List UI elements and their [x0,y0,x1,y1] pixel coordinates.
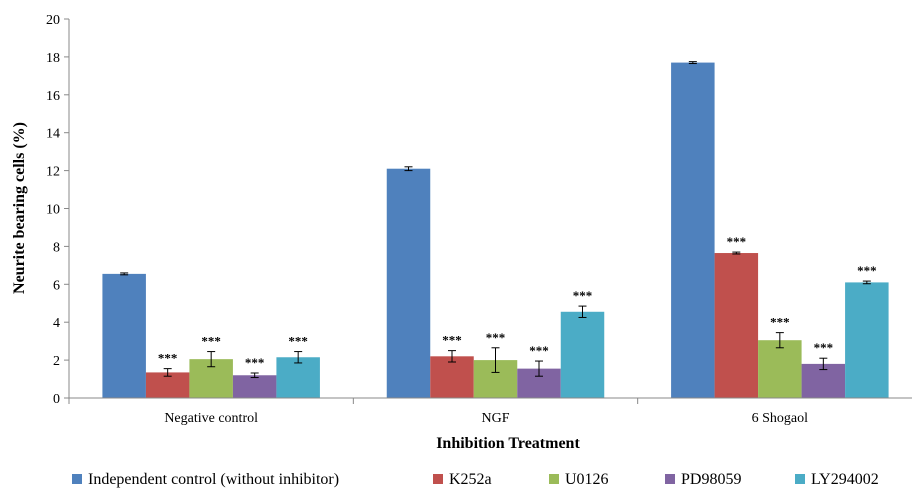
significance-label: *** [857,263,877,278]
significance-label: *** [288,334,308,349]
y-tick-label: 0 [53,392,60,407]
category-labels: Negative control NGF 6 Shogaol [68,398,809,426]
significance-label: *** [442,333,462,348]
significance-label: *** [245,355,265,370]
y-axis-title: Neurite bearing cells (%) [11,122,28,294]
y-tick-label: 18 [46,51,60,66]
y-axis-ticks: 0 2 4 6 8 10 12 14 16 18 20 [46,13,69,407]
legend-label: U0126 [565,471,609,488]
bar [386,168,431,398]
y-tick-label: 4 [53,316,60,331]
significance-label: *** [158,351,178,366]
legend-swatch [433,474,443,484]
y-tick-label: 8 [53,240,60,255]
bar [845,282,889,398]
category-label: Negative control [164,411,258,426]
bar [714,253,759,398]
bar [232,375,277,398]
bar [560,311,605,398]
legend-label: PD98059 [681,471,741,488]
significance-label: *** [201,334,221,349]
significance-label: *** [727,234,747,249]
y-tick-label: 12 [46,165,60,180]
bar [758,340,802,398]
y-tick-label: 6 [53,278,60,293]
x-axis-title: Inhibition Treatment [436,435,580,452]
bars: *** *** *** *** *** *** *** *** *** *** *** *** [102,61,889,399]
legend-label: Independent control (without inhibitor) [88,471,339,488]
bar [671,62,715,399]
significance-label: *** [486,330,506,345]
legend-swatch [549,474,559,484]
legend: Independent control (without inhibitor) K… [72,471,879,488]
significance-label: *** [529,343,549,358]
y-tick-label: 2 [53,354,60,369]
axes [68,19,912,399]
legend-swatch [665,474,675,484]
legend-label: K252a [449,471,492,488]
bar [102,273,146,398]
significance-label: *** [814,340,834,355]
y-tick-label: 20 [46,13,60,28]
category-label: NGF [481,411,509,426]
legend-swatch [72,474,82,484]
significance-label: *** [770,315,790,330]
y-tick-label: 10 [46,203,60,218]
y-tick-label: 16 [46,89,60,104]
legend-swatch [795,474,805,484]
significance-label: *** [573,288,593,303]
y-tick-label: 14 [46,127,60,142]
legend-label: LY294002 [811,471,879,488]
category-label: 6 Shogaol [752,411,809,426]
bar [276,357,320,398]
bar [430,356,474,398]
